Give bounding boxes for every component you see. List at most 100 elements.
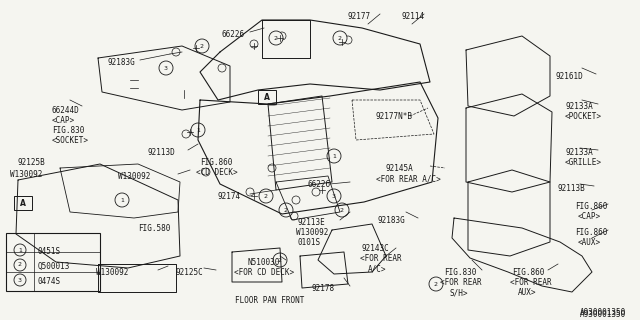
Circle shape (335, 203, 349, 217)
Circle shape (273, 253, 287, 267)
Circle shape (218, 64, 226, 72)
Text: 92177N*B: 92177N*B (376, 112, 413, 121)
Text: 92178: 92178 (312, 284, 335, 293)
Circle shape (159, 61, 173, 75)
Text: <GRILLE>: <GRILLE> (565, 158, 602, 167)
Text: 92145A: 92145A (386, 164, 413, 173)
Text: 2: 2 (278, 258, 282, 262)
Text: W130092: W130092 (118, 172, 150, 181)
Text: 66244D: 66244D (52, 106, 80, 115)
Text: 66226: 66226 (308, 180, 331, 189)
Text: AUX>: AUX> (518, 288, 536, 297)
Text: 2: 2 (264, 194, 268, 198)
Text: FIG.860: FIG.860 (575, 202, 607, 211)
Text: <CAP>: <CAP> (578, 212, 601, 221)
Circle shape (278, 32, 286, 40)
Circle shape (269, 31, 283, 45)
Text: 1: 1 (120, 197, 124, 203)
Text: <CD DECK>: <CD DECK> (196, 168, 237, 177)
Circle shape (182, 130, 190, 138)
Text: FLOOR PAN FRONT: FLOOR PAN FRONT (236, 296, 305, 305)
Text: <CAP>: <CAP> (52, 116, 75, 125)
Text: 2: 2 (200, 44, 204, 49)
Text: <FOR REAR: <FOR REAR (440, 278, 482, 287)
Text: <FOR CD DECK>: <FOR CD DECK> (234, 268, 294, 277)
Text: N510030: N510030 (248, 258, 280, 267)
Circle shape (429, 277, 443, 291)
Text: 92113E: 92113E (298, 218, 326, 227)
Text: 3: 3 (332, 194, 336, 198)
Circle shape (279, 203, 293, 217)
Text: <FOR REAR A/C>: <FOR REAR A/C> (376, 174, 441, 183)
Text: 2: 2 (338, 36, 342, 41)
Circle shape (246, 188, 254, 196)
Text: W130092: W130092 (96, 268, 129, 277)
Circle shape (333, 31, 347, 45)
Text: 0451S: 0451S (38, 247, 61, 256)
Text: Q500013: Q500013 (38, 262, 70, 271)
Text: <AUX>: <AUX> (578, 238, 601, 247)
Text: 92133A: 92133A (565, 102, 593, 111)
Text: 92113D: 92113D (148, 148, 176, 157)
Circle shape (327, 189, 341, 203)
Text: FIG.830: FIG.830 (444, 268, 476, 277)
Text: 3: 3 (18, 277, 22, 283)
Text: <SOCKET>: <SOCKET> (52, 136, 89, 145)
Text: <FOR REAR: <FOR REAR (510, 278, 552, 287)
Text: 92174: 92174 (218, 192, 241, 201)
Circle shape (202, 168, 210, 176)
Text: 2: 2 (18, 262, 22, 268)
Text: 92183G: 92183G (378, 216, 406, 225)
Text: 92177: 92177 (348, 12, 371, 21)
Circle shape (172, 48, 180, 56)
Bar (6, 233, 100, 291)
Text: 1: 1 (196, 127, 200, 132)
Text: 92114: 92114 (402, 12, 425, 21)
Circle shape (14, 274, 26, 286)
Text: FIG.860: FIG.860 (575, 228, 607, 237)
Circle shape (292, 196, 300, 204)
Circle shape (327, 149, 341, 163)
Text: 92125C: 92125C (176, 268, 204, 277)
Text: 0101S: 0101S (298, 238, 321, 247)
Text: 0474S: 0474S (38, 277, 61, 286)
Text: W130092: W130092 (10, 170, 42, 179)
Text: 92113B: 92113B (558, 184, 586, 193)
Text: <FOR REAR: <FOR REAR (360, 254, 402, 263)
Text: 2: 2 (434, 282, 438, 286)
Bar (258, 90, 276, 104)
Text: A930001350: A930001350 (580, 310, 627, 319)
Text: 92133A: 92133A (565, 148, 593, 157)
Circle shape (195, 39, 209, 53)
Circle shape (115, 193, 129, 207)
Text: 92125B: 92125B (18, 158, 45, 167)
Text: 2: 2 (274, 36, 278, 41)
Text: 1: 1 (332, 154, 336, 158)
Text: FIG.860: FIG.860 (200, 158, 232, 167)
Text: <POCKET>: <POCKET> (565, 112, 602, 121)
Circle shape (191, 123, 205, 137)
Text: 92143C: 92143C (362, 244, 390, 253)
Text: 2: 2 (340, 207, 344, 212)
Text: FIG.830: FIG.830 (52, 126, 84, 135)
Circle shape (250, 40, 258, 48)
Circle shape (14, 259, 26, 271)
Text: 92161D: 92161D (556, 72, 584, 81)
Circle shape (344, 36, 352, 44)
Text: 66226: 66226 (222, 30, 245, 39)
Text: A: A (264, 92, 270, 101)
Text: FIG.580: FIG.580 (138, 224, 170, 233)
Circle shape (312, 188, 320, 196)
Text: A/C>: A/C> (368, 264, 387, 273)
Text: S/H>: S/H> (450, 288, 468, 297)
Text: A: A (20, 198, 26, 207)
Circle shape (276, 254, 284, 262)
Text: A930001350: A930001350 (580, 308, 627, 317)
Circle shape (14, 244, 26, 256)
Circle shape (259, 189, 273, 203)
Text: 1: 1 (18, 247, 22, 252)
Text: W130092: W130092 (296, 228, 328, 237)
Text: 2: 2 (284, 207, 288, 212)
Circle shape (268, 164, 276, 172)
Bar (14, 196, 32, 210)
